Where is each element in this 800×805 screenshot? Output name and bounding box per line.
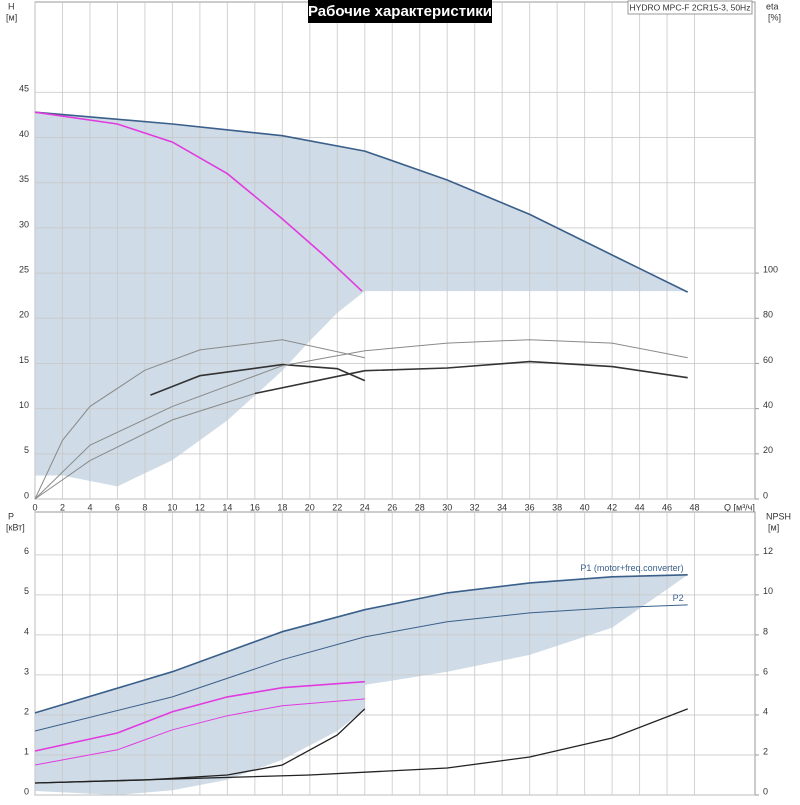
curve-label: P1 (motor+freq.converter)	[580, 563, 683, 573]
curve-label: P2	[673, 593, 684, 603]
curve	[34, 111, 689, 293]
curve	[34, 604, 688, 732]
y2-tick-label: 40	[763, 400, 773, 410]
y-tick-label: 6	[24, 546, 29, 556]
subtitle-box	[627, 0, 753, 15]
x-tick-label: 32	[470, 502, 480, 512]
y-tick-label: 40	[19, 129, 29, 139]
y-tick-label: 4	[24, 626, 29, 636]
y-tick-label: 3	[24, 666, 29, 676]
y2-tick-label: 6	[763, 666, 768, 676]
y2-tick-label: 100	[763, 264, 778, 274]
y-tick-label: 20	[19, 310, 29, 320]
operating-area	[35, 112, 688, 487]
x-tick-label: 0	[32, 502, 37, 512]
y2-tick-label: 0	[763, 786, 768, 796]
y-tick-label: 2	[24, 706, 29, 716]
curve	[34, 111, 363, 292]
chart-subtitle: HYDRO MPC-F 2CR15-3, 50Hz	[630, 2, 751, 12]
y2-axis-unit: [%]	[768, 12, 781, 22]
curve	[34, 339, 365, 500]
y-tick-label: 45	[19, 84, 29, 94]
y2-tick-label: 12	[763, 546, 773, 556]
x-tick-label: 38	[552, 502, 562, 512]
x-tick-label: 14	[222, 502, 232, 512]
x-tick-label: 20	[305, 502, 315, 512]
y2-tick-label: 10	[763, 586, 773, 596]
y2-tick-label: 8	[763, 626, 768, 636]
curve	[34, 339, 688, 500]
y-tick-label: 0	[24, 786, 29, 796]
x-tick-label: 36	[525, 502, 535, 512]
y2-tick-label: 2	[763, 746, 768, 756]
x-tick-label: 40	[580, 502, 590, 512]
y2-tick-label: 0	[763, 490, 768, 500]
y-tick-label: 30	[19, 219, 29, 229]
y2-tick-label: 80	[763, 310, 773, 320]
y2-axis-label: eta	[766, 1, 779, 11]
y2-axis-unit: [м]	[768, 522, 779, 532]
x-tick-label: 8	[142, 502, 147, 512]
curve	[34, 708, 688, 784]
x-tick-label: 48	[690, 502, 700, 512]
y2-tick-label: 4	[763, 706, 768, 716]
curve	[34, 698, 365, 766]
x-tick-label: 44	[635, 502, 645, 512]
x-tick-label: 22	[332, 502, 342, 512]
y-tick-label: 35	[19, 174, 29, 184]
x-tick-label: 42	[607, 502, 617, 512]
x-tick-label: 24	[360, 502, 370, 512]
y-axis-unit: [м]	[6, 12, 17, 22]
curve	[34, 393, 255, 500]
y-tick-label: 15	[19, 355, 29, 365]
operating-area	[35, 574, 688, 751]
y2-tick-label: 20	[763, 445, 773, 455]
y-axis-label: H	[8, 1, 15, 11]
y-tick-label: 5	[24, 445, 29, 455]
y-tick-label: 0	[24, 490, 29, 500]
x-tick-label: 16	[250, 502, 260, 512]
x-tick-label: 18	[277, 502, 287, 512]
x-tick-label: 46	[662, 502, 672, 512]
x-tick-label: 2	[60, 502, 65, 512]
curve	[34, 680, 365, 752]
x-tick-label: 4	[87, 502, 92, 512]
x-tick-label: 30	[442, 502, 452, 512]
y2-axis-label: NPSH	[766, 511, 791, 521]
curve	[34, 574, 688, 714]
x-tick-label: 12	[195, 502, 205, 512]
y-tick-label: 10	[19, 400, 29, 410]
y-tick-label: 1	[24, 746, 29, 756]
y-axis-unit: [кВт]	[6, 522, 25, 532]
y-tick-label: 5	[24, 586, 29, 596]
x-tick-label: 34	[497, 502, 507, 512]
x-axis-label: Q [м³/ч]	[724, 502, 755, 512]
x-tick-label: 10	[167, 502, 177, 512]
y-axis-label: P	[8, 511, 14, 521]
x-tick-label: 6	[115, 502, 120, 512]
curve	[150, 363, 366, 396]
y2-tick-label: 60	[763, 355, 773, 365]
chart-title: Рабочие характеристики	[308, 3, 492, 20]
y-tick-label: 25	[19, 264, 29, 274]
x-tick-label: 28	[415, 502, 425, 512]
title-box	[308, 0, 492, 23]
x-tick-label: 26	[387, 502, 397, 512]
curve	[254, 360, 688, 395]
